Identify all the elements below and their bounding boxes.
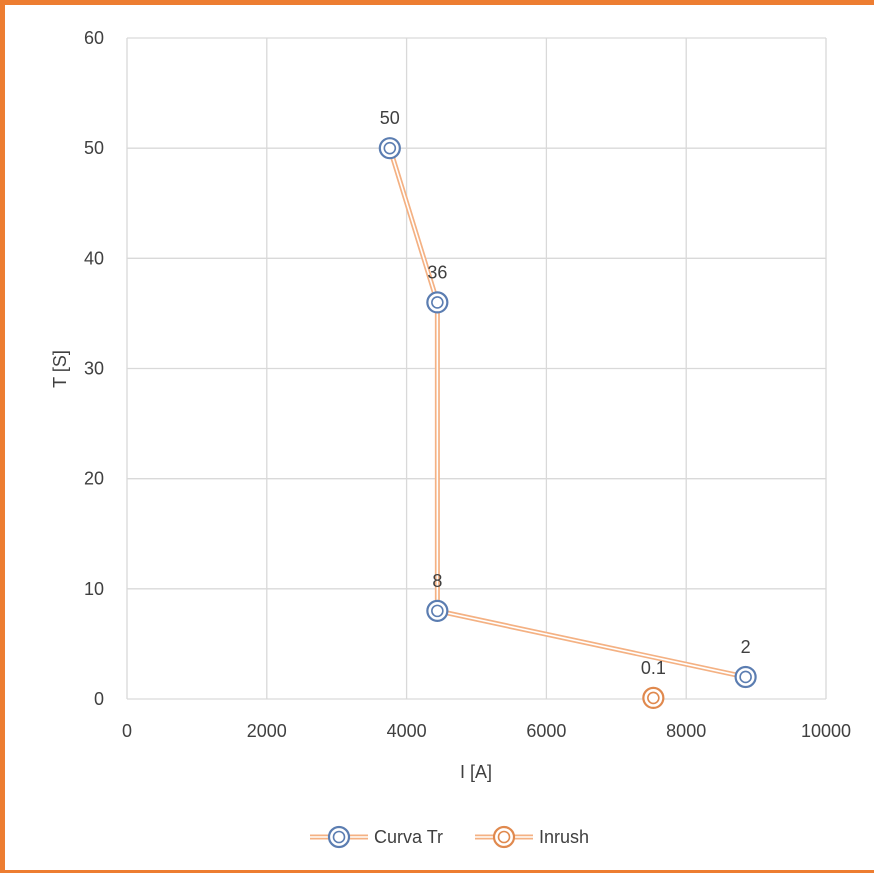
- legend-label: Curva Tr: [374, 827, 443, 847]
- y-axis-label: T [S]: [50, 350, 70, 388]
- data-label: 50: [380, 108, 400, 128]
- x-tick-labels: 0 2000 4000 6000 8000 10000: [122, 721, 851, 741]
- y-tick-label: 40: [84, 248, 104, 268]
- series-line-outer-0: [387, 147, 747, 680]
- data-point-marker: [378, 137, 401, 160]
- legend-item: Curva Tr: [310, 825, 443, 849]
- x-tick-label: 6000: [526, 721, 566, 741]
- data-markers: [378, 137, 757, 709]
- legend: Curva Tr Inrush: [310, 825, 589, 849]
- y-tick-label: 30: [84, 359, 104, 379]
- legend-item: Inrush: [475, 825, 589, 849]
- y-tick-label: 50: [84, 138, 104, 158]
- y-tick-labels: 0 10 20 30 40 50 60: [84, 28, 104, 709]
- data-label: 0.1: [641, 658, 666, 678]
- y-tick-label: 60: [84, 28, 104, 48]
- data-label: 36: [427, 262, 447, 282]
- y-tick-label: 10: [84, 579, 104, 599]
- data-label: 8: [432, 571, 442, 591]
- data-label: 2: [741, 637, 751, 657]
- series-lines: [387, 147, 747, 680]
- x-tick-label: 4000: [387, 721, 427, 741]
- y-tick-label: 20: [84, 469, 104, 489]
- x-tick-label: 10000: [801, 721, 851, 741]
- legend-marker-icon: [327, 825, 351, 849]
- x-tick-label: 8000: [666, 721, 706, 741]
- x-tick-label: 2000: [247, 721, 287, 741]
- legend-label: Inrush: [539, 827, 589, 847]
- data-point-marker: [426, 599, 449, 622]
- data-labels: 50 36 8 2 0.1: [380, 108, 751, 678]
- gridlines: [126, 37, 827, 700]
- data-point-marker: [426, 291, 449, 314]
- data-point-marker: [734, 665, 757, 689]
- series-line-inner-0: [389, 147, 746, 678]
- y-tick-label: 0: [94, 689, 104, 709]
- x-axis-label: I [A]: [460, 762, 492, 782]
- legend-marker-icon: [492, 825, 516, 849]
- data-point-marker: [642, 686, 665, 709]
- x-tick-label: 0: [122, 721, 132, 741]
